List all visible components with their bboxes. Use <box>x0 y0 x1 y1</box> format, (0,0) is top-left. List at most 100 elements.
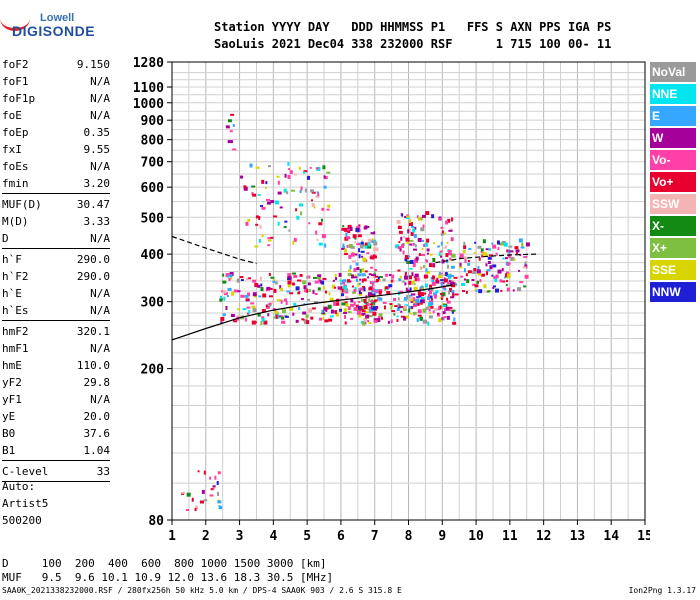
echo-point <box>399 290 404 294</box>
echo-point <box>194 505 198 510</box>
echo-point <box>293 237 297 242</box>
echo-point <box>300 186 303 191</box>
echo-point <box>311 191 316 194</box>
param-value: 3.33 <box>83 215 111 228</box>
echo-point <box>281 309 286 314</box>
echo-point <box>377 276 380 280</box>
echo-point <box>186 492 191 497</box>
echo-point <box>321 280 325 285</box>
echo-point <box>364 244 369 249</box>
echo-point <box>477 273 482 276</box>
echo-point <box>284 298 288 302</box>
echo-point <box>494 278 498 283</box>
echo-point <box>375 278 379 282</box>
echo-point <box>396 315 399 318</box>
echo-point <box>209 494 214 497</box>
echo-point <box>389 303 393 306</box>
echo-point <box>489 265 493 270</box>
echo-point <box>233 320 238 323</box>
param-value: N/A <box>90 393 110 406</box>
y-tick-label: 900 <box>141 114 165 129</box>
echo-point <box>255 215 259 219</box>
autoscaling-info: Auto: Artist5 500200 <box>2 478 110 529</box>
param-row: foF2 9.150 <box>2 56 110 73</box>
echo-point <box>274 310 278 314</box>
echo-point <box>495 252 498 256</box>
legend-item: W <box>650 128 696 148</box>
param-name: hmF1 <box>2 342 29 355</box>
echo-point <box>501 280 506 283</box>
echo-point <box>497 247 500 251</box>
echo-point <box>301 318 305 321</box>
echo-point <box>459 256 462 259</box>
echo-point <box>223 292 228 296</box>
echo-point <box>368 315 373 318</box>
echo-point <box>428 308 431 312</box>
echo-point <box>324 243 327 248</box>
echo-point <box>367 320 370 323</box>
echo-point <box>365 314 370 319</box>
echo-point <box>201 489 205 494</box>
echo-point <box>312 276 317 279</box>
echo-point <box>463 241 466 246</box>
param-row: foF1 N/A <box>2 73 110 90</box>
echo-point <box>371 239 375 243</box>
echo-point <box>404 215 408 218</box>
param-row: B0 37.6 <box>2 425 110 442</box>
param-name: M(D) <box>2 215 29 228</box>
echo-point <box>417 291 421 296</box>
x-tick-label: 3 <box>236 529 244 544</box>
y-tick-label: 700 <box>141 156 165 171</box>
param-value: N/A <box>90 287 110 300</box>
echo-point <box>255 166 260 169</box>
echo-point <box>237 308 241 311</box>
echo-point <box>429 290 433 295</box>
echo-point <box>225 305 228 310</box>
echo-point <box>254 283 259 288</box>
echo-point <box>451 309 456 312</box>
echo-point <box>372 288 375 293</box>
param-name: hmE <box>2 359 22 372</box>
echo-point <box>369 256 374 260</box>
echo-point <box>288 229 291 232</box>
echo-point <box>454 293 459 296</box>
param-value: 290.0 <box>76 270 110 283</box>
echo-point <box>474 288 477 291</box>
param-name: D <box>2 232 9 245</box>
echo-point <box>429 311 432 314</box>
echo-point <box>442 318 445 321</box>
echo-point <box>321 309 324 313</box>
param-value: 29.8 <box>83 376 111 389</box>
echo-point <box>299 190 302 194</box>
echo-point <box>251 192 254 196</box>
echo-point <box>366 302 370 306</box>
echo-point <box>261 309 266 313</box>
echo-point <box>506 280 509 283</box>
legend: NoVal NNE E W Vo- Vo+ SSW X- X+ SSE NNW <box>650 62 696 304</box>
echo-point <box>312 289 315 294</box>
echo-point <box>344 314 347 319</box>
echo-point <box>350 252 355 257</box>
echo-point <box>251 185 256 188</box>
echo-point <box>429 304 432 308</box>
y-tick-label: 1100 <box>133 81 164 96</box>
echo-point <box>411 306 414 310</box>
param-row: M(D) 3.33 <box>2 213 110 230</box>
echo-point <box>496 240 500 245</box>
echo-point <box>340 286 343 291</box>
echo-point <box>373 290 378 293</box>
echo-point <box>271 300 274 304</box>
echo-point <box>440 297 443 300</box>
echo-point <box>510 256 515 261</box>
param-row: fmin 3.20 <box>2 175 110 192</box>
echo-point <box>370 266 374 269</box>
echo-point <box>289 292 294 295</box>
echo-point <box>325 290 328 294</box>
echo-point <box>258 238 261 243</box>
param-value: 3.20 <box>83 177 111 190</box>
echo-point <box>372 254 376 259</box>
param-value: N/A <box>90 109 110 122</box>
echo-point <box>358 282 361 285</box>
echo-point <box>386 291 391 296</box>
echo-point <box>240 279 244 282</box>
